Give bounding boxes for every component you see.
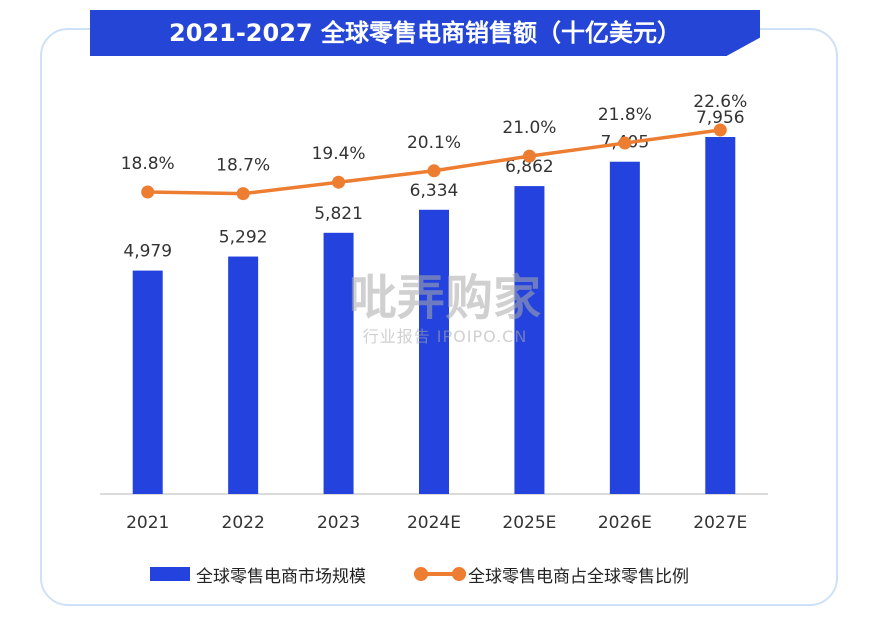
x-tick-2026E: 2026E	[598, 513, 652, 533]
x-tick-2023: 2023	[317, 513, 360, 533]
legend-item-market-size: 全球零售电商市场规模	[150, 562, 366, 587]
bar-label-2025E: 6,862	[505, 157, 554, 177]
share-label-2025E: 21.0%	[502, 118, 556, 138]
share-label-2024E: 20.1%	[407, 133, 461, 153]
share-point-2022	[236, 187, 250, 201]
share-label-2021: 18.8%	[121, 154, 175, 174]
x-tick-2022: 2022	[222, 513, 265, 533]
share-label-2022: 18.7%	[216, 156, 270, 176]
share-label-2027E: 22.6%	[693, 92, 747, 112]
bar-2021	[132, 270, 163, 494]
legend-label-market-size: 全球零售电商市场规模	[196, 566, 366, 587]
bar-label-2027E: 7,956	[696, 108, 745, 128]
chart-title: 2021-2027 全球零售电商销售额（十亿美元）	[90, 10, 760, 56]
share-point-2023	[332, 175, 346, 189]
x-tick-2027E: 2027E	[693, 513, 747, 533]
share-label-2026E: 21.8%	[598, 105, 652, 125]
bar-2022	[228, 256, 259, 494]
share-point-2021	[141, 185, 155, 199]
x-tick-2025E: 2025E	[502, 513, 556, 533]
bar-label-2023: 5,821	[314, 204, 363, 224]
share-point-2024E	[427, 164, 441, 178]
bar-label-2022: 5,292	[219, 228, 268, 248]
chart-legend: 全球零售电商市场规模 全球零售电商占全球零售比例	[0, 562, 878, 587]
bar-2024E	[419, 209, 449, 495]
x-tick-2021: 2021	[126, 513, 169, 533]
share-point-2025E	[522, 149, 536, 163]
bar-2023	[323, 232, 354, 495]
bar-2027E	[705, 137, 736, 494]
x-tick-2024E: 2024E	[407, 513, 461, 533]
bar-label-2021: 4,979	[123, 242, 172, 262]
legend-item-share: 全球零售电商占全球零售比例	[414, 562, 689, 587]
legend-label-share: 全球零售电商占全球零售比例	[468, 566, 689, 587]
bar-2026E	[609, 161, 640, 494]
legend-bar-swatch	[150, 567, 190, 581]
share-label-2023: 19.4%	[312, 144, 366, 164]
legend-line-swatch	[414, 567, 466, 581]
bar-label-2024E: 6,334	[410, 181, 459, 201]
bar-2025E	[514, 186, 545, 495]
share-point-2027E	[713, 123, 727, 137]
share-point-2026E	[618, 136, 632, 150]
